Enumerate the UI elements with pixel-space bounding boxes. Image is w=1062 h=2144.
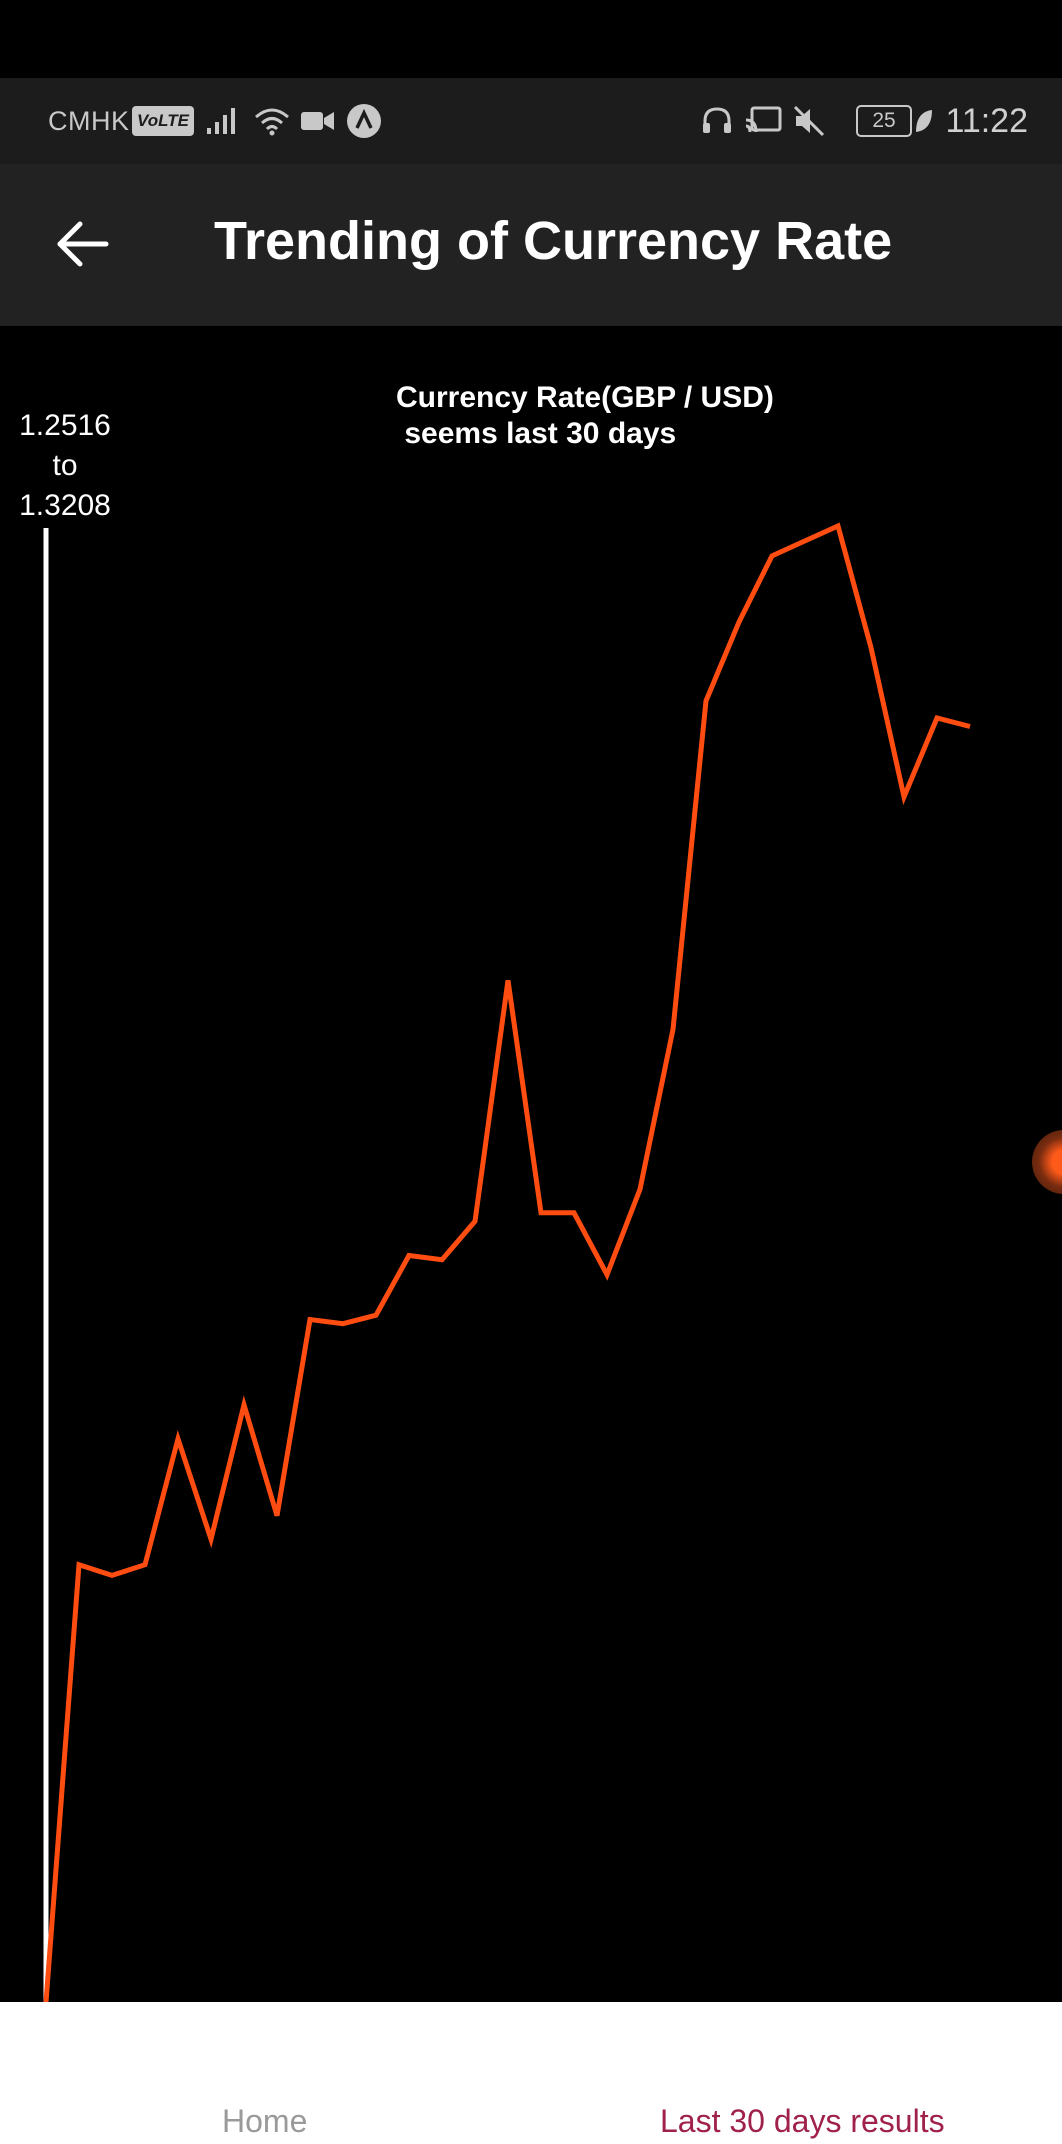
signal-icon xyxy=(205,78,241,164)
wifi-icon xyxy=(252,78,292,164)
volte-badge: VoLTE xyxy=(132,106,194,136)
chart-area: Currency Rate(GBP / USD) seems last 30 d… xyxy=(0,326,1062,2002)
app-notification-icon xyxy=(346,78,382,164)
arrow-left-icon xyxy=(57,221,109,267)
page-title: Trending of Currency Rate xyxy=(214,211,893,271)
y-range-label: 1.2516 to 1.3208 xyxy=(4,406,126,526)
nav-home-tab[interactable]: Home xyxy=(222,2103,308,2139)
battery-saver-leaf-icon xyxy=(914,78,934,164)
carrier-label: CMHK xyxy=(48,105,130,136)
headset-icon xyxy=(700,78,734,164)
nav-last-30-days-tab[interactable]: Last 30 days results xyxy=(660,2103,945,2139)
video-camera-icon xyxy=(300,78,336,164)
y-range-to: to xyxy=(52,449,78,482)
battery-level: 25 xyxy=(856,105,912,137)
clock: 11:22 xyxy=(945,101,1028,140)
chart-title: Currency Rate(GBP / USD) seems last 30 d… xyxy=(396,381,774,450)
cast-icon xyxy=(744,78,782,164)
back-button[interactable] xyxy=(42,204,122,284)
series-line-gbp-usd xyxy=(43,522,971,2002)
y-range-min: 1.2516 xyxy=(19,409,111,442)
bottom-navigation: Home Last 30 days results xyxy=(0,2002,1062,2144)
status-bar: CMHK VoLTE xyxy=(0,78,1062,164)
app-bar: Trending of Currency Rate xyxy=(0,164,1062,326)
line-chart xyxy=(43,522,971,2002)
y-range-max: 1.3208 xyxy=(19,489,111,522)
mute-icon xyxy=(792,78,826,164)
